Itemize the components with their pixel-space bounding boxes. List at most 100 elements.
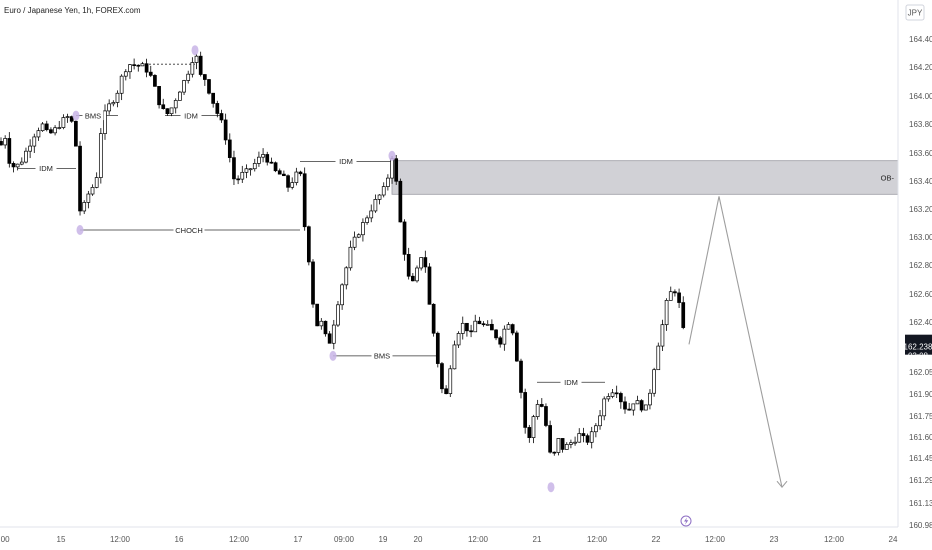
x-tick-label: 15 — [57, 535, 66, 544]
candle — [656, 342, 661, 371]
candle — [448, 365, 453, 398]
bolt-icon[interactable] — [680, 515, 692, 527]
x-tick-label: 24 — [889, 535, 898, 544]
swing-marker — [388, 150, 396, 161]
candle — [236, 175, 240, 185]
projection-line — [688, 196, 783, 488]
x-tick-label: 23 — [770, 535, 779, 544]
candle — [136, 64, 141, 72]
candle — [589, 426, 594, 449]
candle — [198, 51, 203, 77]
candle — [494, 329, 498, 341]
candle — [440, 361, 444, 394]
candle — [614, 385, 619, 399]
candle — [40, 121, 45, 132]
candle — [15, 163, 20, 171]
x-tick-label: 12:00 — [587, 535, 608, 544]
y-tick-label: 162.600 — [909, 290, 932, 299]
candle — [107, 99, 112, 115]
candle — [361, 218, 365, 242]
candle — [664, 298, 669, 331]
candle — [631, 403, 636, 416]
candle — [319, 318, 324, 330]
candle — [157, 86, 161, 109]
ob-label: OB- — [881, 174, 895, 183]
candle — [232, 150, 236, 186]
candle — [169, 107, 174, 117]
candle — [681, 296, 686, 330]
candle — [485, 320, 490, 326]
candle — [302, 167, 307, 231]
candle — [49, 127, 53, 134]
candle — [348, 240, 353, 271]
candle — [660, 319, 665, 351]
candle — [523, 388, 528, 434]
y-tick-label: 161.600 — [909, 433, 932, 442]
y-tick-label: 163.000 — [909, 233, 932, 242]
candle — [207, 79, 211, 95]
candle — [639, 399, 644, 413]
current-price-label: 162.238 — [904, 343, 932, 352]
candle — [202, 73, 207, 86]
candle — [311, 259, 315, 308]
candle — [577, 428, 582, 443]
candle — [69, 115, 74, 123]
y-tick-label: 162.800 — [909, 261, 932, 270]
swing-marker — [191, 45, 199, 56]
candle — [119, 74, 124, 101]
candle — [111, 100, 116, 107]
y-tick-label: 162.050 — [909, 368, 932, 377]
candle — [456, 331, 461, 348]
candle — [435, 331, 440, 368]
bms-label-2: BMS — [374, 352, 390, 361]
chart-title: Euro / Japanese Yen, 1h, FOREX.com — [4, 6, 141, 15]
candle — [635, 395, 640, 405]
candle — [257, 151, 261, 167]
idm-label-3: IDM — [339, 157, 353, 166]
candle — [161, 98, 166, 110]
candle — [356, 233, 361, 239]
svg-text:JPY: JPY — [908, 9, 923, 18]
candle — [194, 53, 199, 70]
candle — [419, 257, 424, 271]
candle — [506, 322, 511, 330]
candle — [11, 161, 16, 173]
candle — [610, 389, 615, 399]
x-tick-label: 12:00 — [468, 535, 489, 544]
candle — [444, 385, 448, 395]
y-tick-label: 161.900 — [909, 390, 932, 399]
candle — [153, 74, 157, 87]
y-tick-label: 163.800 — [909, 120, 932, 129]
candle — [344, 266, 349, 290]
candles — [0, 51, 686, 456]
candle — [668, 286, 673, 301]
candle — [473, 314, 478, 333]
candle — [477, 316, 482, 325]
candle — [381, 182, 386, 198]
y-tick-label: 161.130 — [909, 499, 932, 508]
x-tick-label: 12:00 — [110, 535, 131, 544]
candle — [677, 288, 681, 308]
candle — [36, 127, 41, 141]
candle — [618, 391, 623, 409]
price-axis[interactable]: 164.400 164.200 164.000 163.800 163.600 163.4… — [909, 35, 932, 530]
y-tick-label: 164.200 — [909, 63, 932, 72]
annotation-labels: BMS IDM IDM CHOCH IDM BMS IDM OB- — [35, 111, 895, 387]
candle — [306, 225, 311, 266]
candle — [527, 424, 532, 443]
swing-marker — [72, 110, 80, 121]
y-tick-label: 161.290 — [909, 476, 932, 485]
candle — [128, 64, 132, 79]
y-tick-label: 161.450 — [909, 454, 932, 463]
candle — [481, 321, 486, 327]
candle — [277, 168, 282, 175]
candle — [211, 92, 216, 108]
candle — [240, 165, 245, 183]
candle — [423, 250, 428, 273]
x-tick-label: 09:00 — [334, 535, 355, 544]
candle — [643, 404, 648, 411]
time-axis[interactable]: :00 15 12:00 16 12:00 17 09:00 19 20 12:00 21 12:00… — [0, 535, 898, 544]
candle — [402, 219, 407, 261]
candle — [673, 289, 677, 297]
